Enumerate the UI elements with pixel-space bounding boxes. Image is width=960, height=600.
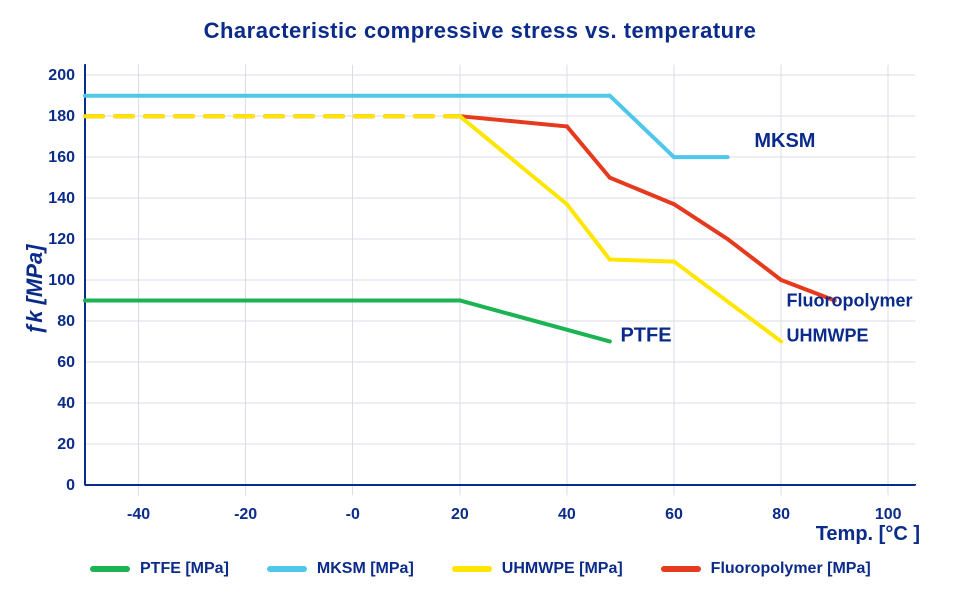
y-tick-label: 100 — [48, 272, 75, 289]
legend-item-fluoropolymer: Fluoropolymer [MPa] — [661, 560, 871, 578]
legend-item-uhmwpe: UHMWPE [MPa] — [452, 560, 623, 578]
legend-label: MKSM [MPa] — [317, 560, 414, 578]
y-tick-label: 160 — [48, 149, 75, 166]
legend-swatch — [661, 566, 701, 572]
legend-label: PTFE [MPa] — [140, 560, 229, 578]
legend-swatch — [90, 566, 130, 572]
y-tick-label: 20 — [57, 436, 75, 453]
y-tick-label: 0 — [66, 477, 75, 494]
legend-swatch — [267, 566, 307, 572]
x-tick-label: -40 — [127, 506, 150, 523]
legend-item-ptfe: PTFE [MPa] — [90, 560, 229, 578]
annotation-ptfe: PTFE — [620, 324, 671, 346]
annotation-mksm: MKSM — [754, 130, 815, 152]
x-tick-label: 100 — [875, 506, 902, 523]
plot-area: 020406080100120140160180200-40-20-020406… — [85, 65, 915, 495]
x-tick-label: 60 — [665, 506, 683, 523]
y-tick-label: 200 — [48, 67, 75, 84]
y-tick-label: 60 — [57, 354, 75, 371]
x-tick-label: -20 — [234, 506, 257, 523]
annotation-fluoropolymer: Fluoropolymer — [786, 291, 912, 311]
legend: PTFE [MPa] MKSM [MPa] UHMWPE [MPa] Fluoropo… — [90, 560, 871, 578]
chart-title: Characteristic compressive stress vs. te… — [0, 18, 960, 44]
legend-item-mksm: MKSM [MPa] — [267, 560, 414, 578]
legend-label: Fluoropolymer [MPa] — [711, 560, 871, 578]
y-tick-label: 80 — [57, 313, 75, 330]
chart-svg: 020406080100120140160180200-40-20-020406… — [85, 65, 915, 495]
x-axis-label: Temp. [°C ] — [816, 523, 920, 546]
series-uhmwpe — [85, 116, 781, 341]
annotation-uhmwpe: UHMWPE — [786, 325, 868, 345]
y-axis-label: ƒk [MPa] — [22, 245, 48, 335]
y-tick-label: 120 — [48, 231, 75, 248]
x-tick-label: 40 — [558, 506, 576, 523]
legend-swatch — [452, 566, 492, 572]
x-tick-label: -0 — [346, 506, 360, 523]
series-mksm — [85, 96, 728, 157]
x-tick-label: 80 — [772, 506, 790, 523]
legend-label: UHMWPE [MPa] — [502, 560, 623, 578]
y-tick-label: 180 — [48, 108, 75, 125]
x-tick-label: 20 — [451, 506, 469, 523]
y-tick-label: 140 — [48, 190, 75, 207]
y-tick-label: 40 — [57, 395, 75, 412]
